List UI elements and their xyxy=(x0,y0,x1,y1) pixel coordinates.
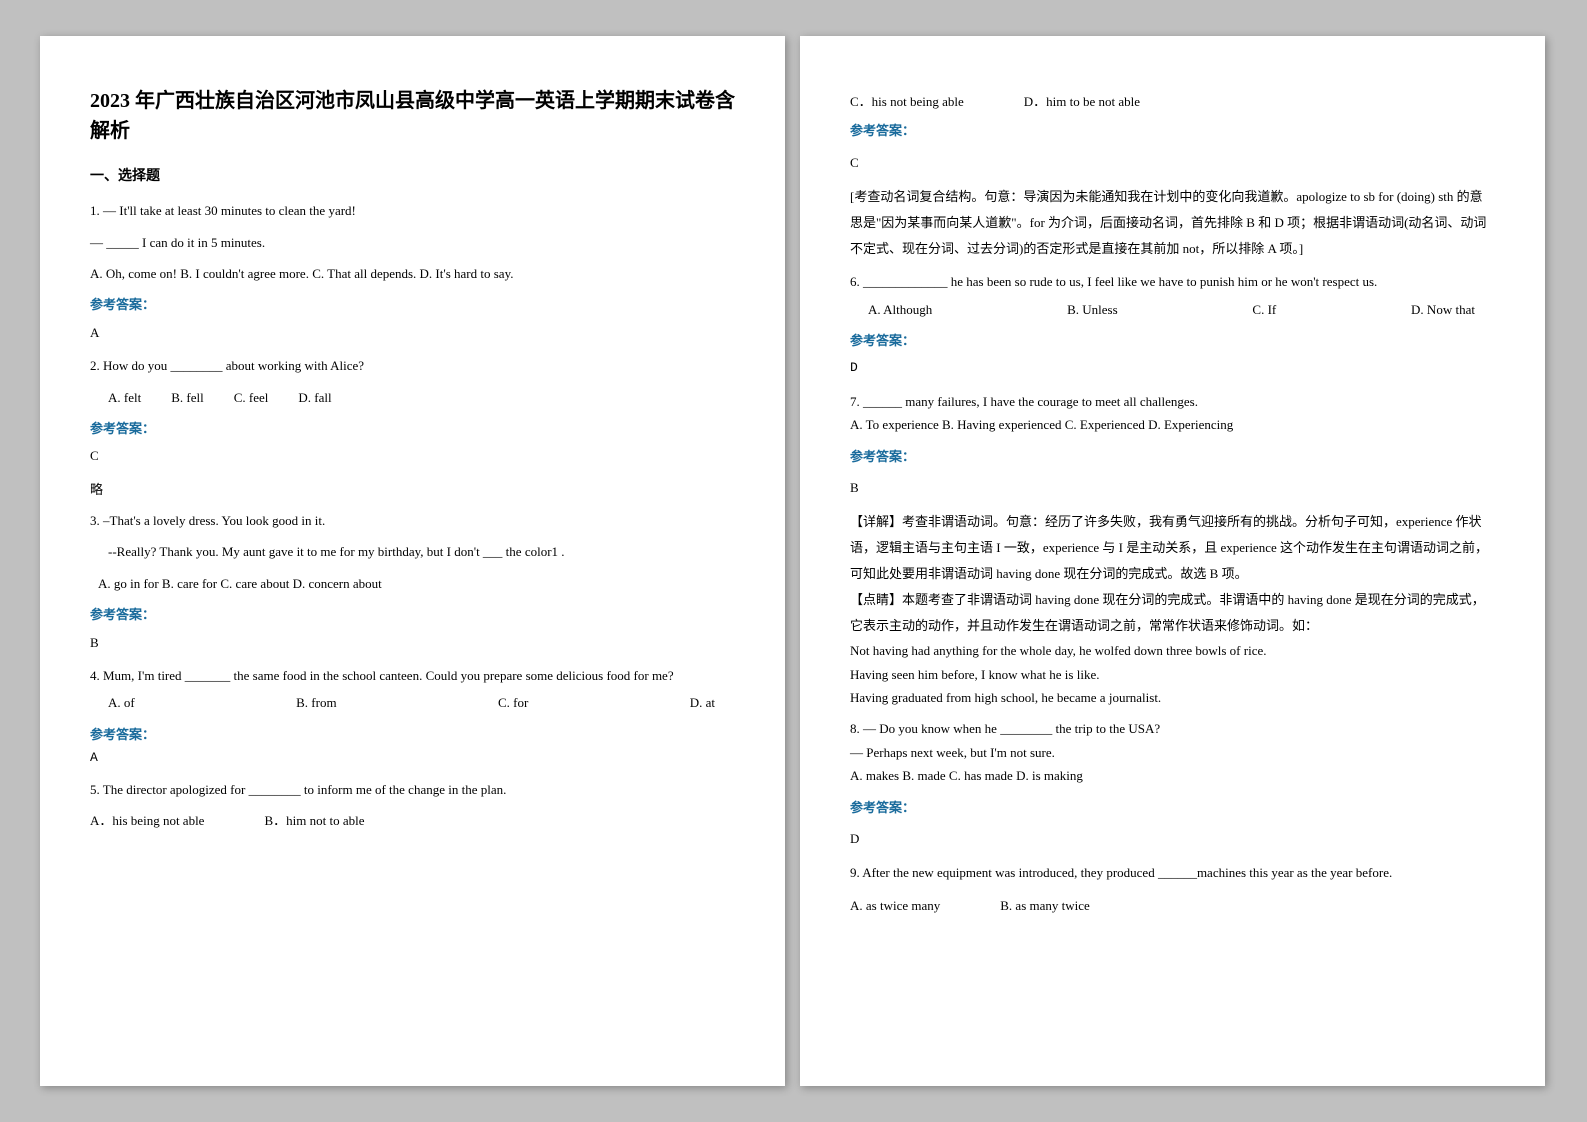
q5-answer: C xyxy=(850,151,1495,174)
question-3: 3. –That's a lovely dress. You look good… xyxy=(90,509,735,595)
question-4: 4. Mum, I'm tired _______ the same food … xyxy=(90,664,735,715)
q5-opt-a: A．his being not able xyxy=(90,809,204,832)
q8-line1: 8. — Do you know when he ________ the tr… xyxy=(850,717,1495,740)
q4-options: A. of B. from C. for D. at xyxy=(90,691,735,714)
question-1: 1. — It'll take at least 30 minutes to c… xyxy=(90,199,735,285)
question-2: 2. How do you ________ about working wit… xyxy=(90,354,735,409)
q6-options: A. Although B. Unless C. If D. Now that xyxy=(850,298,1495,321)
q3-line2: --Really? Thank you. My aunt gave it to … xyxy=(90,540,735,563)
q6-opt-a: A. Although xyxy=(868,298,932,321)
q7-stem: 7. ______ many failures, I have the cour… xyxy=(850,390,1495,413)
q2-note: 略 xyxy=(90,478,735,501)
q3-line1: 3. –That's a lovely dress. You look good… xyxy=(90,509,735,532)
q4-opt-d: D. at xyxy=(690,691,715,714)
q4-opt-b: B. from xyxy=(296,691,336,714)
q6-opt-d: D. Now that xyxy=(1411,298,1475,321)
question-8: 8. — Do you know when he ________ the tr… xyxy=(850,717,1495,787)
answer-label: 参考答案： xyxy=(850,119,1495,142)
section-heading-1: 一、选择题 xyxy=(90,164,735,189)
q1-answer: A xyxy=(90,321,735,344)
q6-opt-c: C. If xyxy=(1252,298,1276,321)
q8-line2: — Perhaps next week, but I'm not sure. xyxy=(850,741,1495,764)
q7-explain2: 【点睛】本题考查了非谓语动词 having done 现在分词的完成式。非谓语中… xyxy=(850,587,1495,639)
q2-options: A. felt B. fell C. feel D. fall xyxy=(90,386,735,409)
question-5: 5. The director apologized for ________ … xyxy=(90,778,735,833)
q4-answer: A xyxy=(90,746,735,769)
answer-label: 参考答案： xyxy=(90,293,735,316)
answer-label: 参考答案： xyxy=(90,723,735,746)
q5-opt-b: B．him not to able xyxy=(264,809,364,832)
q3-options: A. go in for B. care for C. care about D… xyxy=(90,572,735,595)
q9-opt-b: B. as many twice xyxy=(1000,894,1090,917)
answer-label: 参考答案： xyxy=(850,796,1495,819)
q5-stem: 5. The director apologized for ________ … xyxy=(90,778,735,801)
question-9: 9. After the new equipment was introduce… xyxy=(850,860,1495,917)
q4-opt-a: A. of xyxy=(108,691,135,714)
q6-answer: D xyxy=(850,356,1495,379)
q7-example1: Not having had anything for the whole da… xyxy=(850,639,1495,662)
answer-label: 参考答案： xyxy=(90,417,735,440)
q1-line1: 1. — It'll take at least 30 minutes to c… xyxy=(90,199,735,222)
q2-opt-a: A. felt xyxy=(108,386,141,409)
q5-options-row1: A．his being not able B．him not to able xyxy=(90,809,735,832)
q9-stem: 9. After the new equipment was introduce… xyxy=(850,860,1495,886)
q9-opt-a: A. as twice many xyxy=(850,894,940,917)
q7-options: A. To experience B. Having experienced C… xyxy=(850,413,1495,436)
q7-example2: Having seen him before, I know what he i… xyxy=(850,663,1495,686)
q6-opt-b: B. Unless xyxy=(1067,298,1118,321)
q5-options-row2: C．his not being able D．him to be not abl… xyxy=(850,90,1495,113)
answer-label: 参考答案： xyxy=(850,329,1495,352)
q9-options: A. as twice many B. as many twice xyxy=(850,894,1495,917)
question-6: 6. _____________ he has been so rude to … xyxy=(850,270,1495,321)
q2-opt-c: C. feel xyxy=(234,386,269,409)
page-left: 2023 年广西壮族自治区河池市凤山县高级中学高一英语上学期期末试卷含解析 一、… xyxy=(40,36,785,1086)
q7-explain1: 【详解】考查非谓语动词。句意：经历了许多失败，我有勇气迎接所有的挑战。分析句子可… xyxy=(850,509,1495,587)
question-7: 7. ______ many failures, I have the cour… xyxy=(850,390,1495,437)
answer-label: 参考答案： xyxy=(90,603,735,626)
q5-opt-d: D．him to be not able xyxy=(1024,90,1140,113)
q7-answer: B xyxy=(850,476,1495,499)
q2-answer: C xyxy=(90,444,735,467)
q2-opt-d: D. fall xyxy=(298,386,331,409)
q3-answer: B xyxy=(90,631,735,654)
q7-example3: Having graduated from high school, he be… xyxy=(850,686,1495,709)
q5-explanation: [考查动名词复合结构。句意：导演因为未能通知我在计划中的变化向我道歉。apolo… xyxy=(850,184,1495,262)
q4-stem: 4. Mum, I'm tired _______ the same food … xyxy=(90,664,735,687)
page-right: C．his not being able D．him to be not abl… xyxy=(800,36,1545,1086)
q8-options: A. makes B. made C. has made D. is makin… xyxy=(850,764,1495,787)
q2-stem: 2. How do you ________ about working wit… xyxy=(90,354,735,377)
answer-label: 参考答案： xyxy=(850,445,1495,468)
q1-options: A. Oh, come on! B. I couldn't agree more… xyxy=(90,262,735,285)
exam-title: 2023 年广西壮族自治区河池市凤山县高级中学高一英语上学期期末试卷含解析 xyxy=(90,86,735,146)
q8-answer: D xyxy=(850,827,1495,850)
q2-opt-b: B. fell xyxy=(171,386,204,409)
q1-line2: — _____ I can do it in 5 minutes. xyxy=(90,231,735,254)
q6-stem: 6. _____________ he has been so rude to … xyxy=(850,270,1495,293)
q5-opt-c: C．his not being able xyxy=(850,90,964,113)
q4-opt-c: C. for xyxy=(498,691,528,714)
